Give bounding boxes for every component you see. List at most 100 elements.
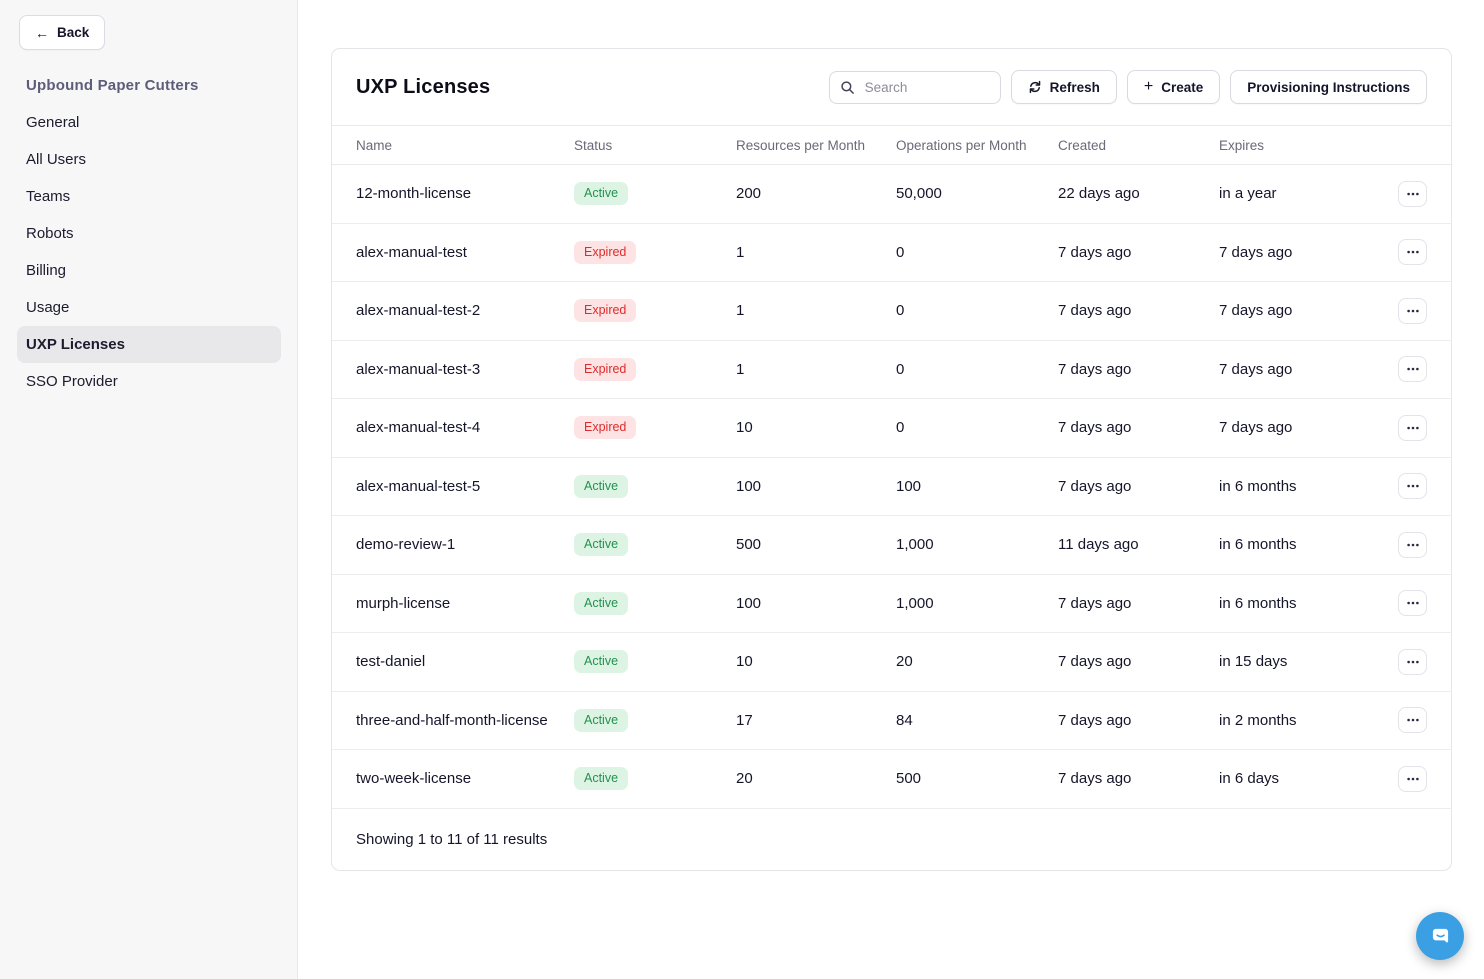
created-date[interactable]: 7 days ago [1058, 477, 1132, 495]
license-name: alex-manual-test-3 [356, 360, 481, 378]
sidebar-item-all-users[interactable]: All Users [26, 151, 87, 168]
licenses-card: UXP Licenses [331, 48, 1452, 871]
back-button-label: Back [57, 25, 90, 40]
row-actions-button[interactable] [1398, 297, 1427, 324]
table-body: 12-month-license Active 200 50,000 22 da… [332, 165, 1451, 809]
search-input[interactable] [862, 78, 990, 96]
resources-per-month-value: 100 [736, 594, 762, 612]
resources-per-month-value: 10 [736, 419, 753, 437]
row-actions-button[interactable] [1398, 531, 1427, 558]
expires-date[interactable]: 7 days ago [1219, 302, 1293, 320]
sidebar-item-general[interactable]: General [26, 114, 80, 131]
row-actions-button[interactable] [1398, 180, 1427, 207]
resources-per-month-value: 20 [736, 770, 753, 788]
row-actions-button[interactable] [1398, 707, 1427, 734]
resources-per-month-value: 17 [736, 711, 753, 729]
table-row: test-daniel Active 10 20 7 days ago in 1… [332, 633, 1451, 692]
column-header-name: Name [356, 137, 393, 153]
table-row: two-week-license Active 20 500 7 days ag… [332, 750, 1451, 809]
refresh-button[interactable]: Refresh [1010, 70, 1117, 104]
back-arrow-icon: ← [35, 24, 49, 41]
ellipsis-icon [1406, 601, 1419, 605]
row-actions-button[interactable] [1398, 356, 1427, 383]
column-header-status: Status [574, 137, 613, 153]
license-name: alex-manual-test [356, 243, 467, 261]
operations-per-month-value: 0 [896, 302, 905, 320]
created-date[interactable]: 22 days ago [1058, 185, 1140, 203]
expires-date[interactable]: in 2 months [1219, 711, 1297, 729]
status-badge: Expired [574, 357, 637, 381]
sidebar-item-robots[interactable]: Robots [26, 225, 74, 242]
card-header: UXP Licenses [332, 49, 1451, 125]
provisioning-instructions-label: Provisioning Instructions [1247, 79, 1410, 95]
row-actions-button[interactable] [1398, 765, 1427, 792]
expires-date[interactable]: in a year [1219, 185, 1277, 203]
created-date[interactable]: 11 days ago [1058, 536, 1139, 554]
expires-date[interactable]: in 6 days [1219, 770, 1280, 788]
expires-date[interactable]: 7 days ago [1219, 419, 1293, 437]
sidebar-item-billing[interactable]: Billing [26, 262, 67, 279]
created-date[interactable]: 7 days ago [1058, 302, 1132, 320]
resources-per-month-value: 1 [736, 360, 745, 378]
expires-date[interactable]: 7 days ago [1219, 360, 1293, 378]
chat-bubble-icon [1432, 928, 1448, 943]
sidebar-item-teams[interactable]: Teams [26, 188, 71, 205]
row-actions-button[interactable] [1398, 590, 1427, 617]
operations-per-month-value: 1,000 [896, 594, 934, 612]
row-actions-button[interactable] [1398, 414, 1427, 441]
resources-per-month-value: 1 [736, 243, 745, 261]
expires-date[interactable]: in 6 months [1219, 477, 1297, 495]
license-name: two-week-license [356, 770, 472, 788]
license-name: murph-license [356, 594, 451, 612]
operations-per-month-value: 500 [896, 770, 922, 788]
ellipsis-icon [1406, 484, 1419, 488]
table-row: alex-manual-test-2 Expired 1 0 7 days ag… [332, 282, 1451, 341]
created-date[interactable]: 7 days ago [1058, 594, 1132, 612]
sidebar-item-uxp-licenses[interactable]: UXP Licenses [17, 326, 281, 363]
created-date[interactable]: 7 days ago [1058, 360, 1132, 378]
row-actions-button[interactable] [1398, 239, 1427, 266]
expires-date[interactable]: in 6 months [1219, 536, 1297, 554]
operations-per-month-value: 0 [896, 360, 905, 378]
provisioning-instructions-button[interactable]: Provisioning Instructions [1230, 70, 1427, 104]
license-name: three-and-half-month-license [356, 711, 548, 729]
operations-per-month-value: 100 [896, 477, 922, 495]
org-title: Upbound Paper Cutters [26, 77, 199, 94]
back-button[interactable]: ← Back [19, 15, 106, 50]
resources-per-month-value: 10 [736, 653, 753, 671]
resources-per-month-value: 1 [736, 302, 745, 320]
created-date[interactable]: 7 days ago [1058, 419, 1132, 437]
status-badge: Active [574, 533, 629, 557]
main-content: UXP Licenses [298, 0, 1484, 979]
license-name: 12-month-license [356, 185, 472, 203]
ellipsis-icon [1406, 367, 1419, 371]
refresh-label: Refresh [1049, 79, 1100, 95]
operations-per-month-value: 0 [896, 243, 905, 261]
expires-date[interactable]: in 15 days [1219, 653, 1288, 671]
table-row: alex-manual-test-5 Active 100 100 7 days… [332, 458, 1451, 516]
created-date[interactable]: 7 days ago [1058, 711, 1132, 729]
created-date[interactable]: 7 days ago [1058, 653, 1132, 671]
column-header-created: Created [1058, 137, 1107, 153]
created-date[interactable]: 7 days ago [1058, 770, 1132, 788]
license-name: alex-manual-test-5 [356, 477, 481, 495]
column-header-expires: Expires [1219, 137, 1265, 153]
table-header-row: Name Status Resources per Month Operatio… [332, 125, 1451, 165]
plus-icon: + [1143, 77, 1154, 95]
create-button[interactable]: + Create [1126, 70, 1221, 104]
table-row: three-and-half-month-license Active 17 8… [332, 692, 1451, 750]
expires-date[interactable]: in 6 months [1219, 594, 1297, 612]
created-date[interactable]: 7 days ago [1058, 243, 1132, 261]
sidebar: ← Back Upbound Paper Cutters General All … [0, 0, 298, 979]
status-badge: Active [574, 182, 629, 206]
sidebar-item-usage[interactable]: Usage [26, 299, 70, 316]
column-header-operations: Operations per Month [896, 137, 1027, 153]
status-badge: Active [574, 650, 629, 674]
table-row: alex-manual-test-4 Expired 10 0 7 days a… [332, 399, 1451, 458]
sidebar-item-sso-provider[interactable]: SSO Provider [26, 373, 118, 390]
chat-launcher-button[interactable] [1416, 912, 1464, 960]
row-actions-button[interactable] [1398, 648, 1427, 675]
row-actions-button[interactable] [1398, 473, 1427, 500]
expires-date[interactable]: 7 days ago [1219, 243, 1293, 261]
table-row: alex-manual-test Expired 1 0 7 days ago … [332, 224, 1451, 282]
